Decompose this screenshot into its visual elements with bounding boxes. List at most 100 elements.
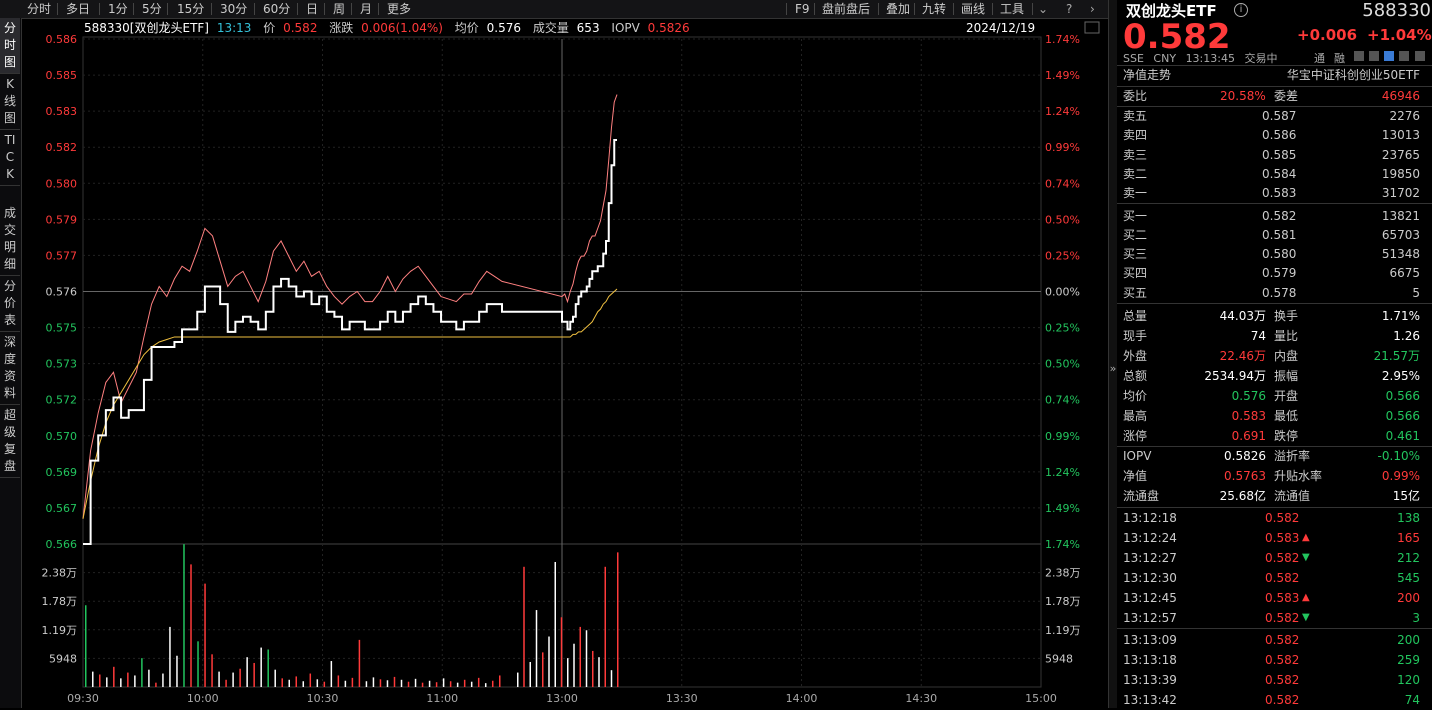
volume-bar	[211, 654, 213, 687]
ob-price: 0.578	[1262, 285, 1297, 300]
vol-tick-label-right: 5948	[1045, 652, 1073, 665]
volume-bar	[323, 681, 326, 687]
vol-tick-label: 5948	[49, 652, 77, 665]
orderbook-row[interactable]: 卖二 0.584 19850	[1117, 164, 1432, 184]
volume-bar	[120, 678, 122, 687]
info-icon[interactable]: i	[1234, 3, 1248, 17]
share-icon[interactable]	[1399, 51, 1409, 61]
toolbar-tab-8[interactable]: 周	[333, 2, 346, 16]
nav-row[interactable]: 净值走势 华宝中证科创创业50ETF	[1117, 65, 1432, 85]
nav-label-0: 分时图	[4, 21, 17, 69]
stat-label: 总量	[1123, 309, 1148, 323]
volume-bar	[517, 672, 519, 687]
volume-bar	[585, 630, 588, 687]
info-time: 13:13	[216, 21, 252, 35]
toolbar-tab-5[interactable]: 30分	[220, 2, 248, 16]
trade-row: 13:13:39 0.582 120	[1117, 670, 1432, 690]
avg-label: 均价	[454, 21, 479, 35]
trade-vol: 3	[1412, 611, 1420, 625]
chevron-right-icon[interactable]: ›	[1090, 2, 1095, 16]
bell-icon[interactable]	[1384, 51, 1394, 61]
trade-status: 交易中	[1244, 52, 1278, 65]
edit-icon[interactable]	[1354, 51, 1364, 61]
help-icon[interactable]: ?	[1066, 2, 1073, 16]
nav-1[interactable]: K线图	[0, 74, 20, 130]
orderbook-row[interactable]: 卖四 0.586 13013	[1117, 125, 1432, 145]
orderbook-row[interactable]: 买三 0.580 51348	[1117, 244, 1432, 264]
trade-time: 13:12:24	[1123, 531, 1177, 545]
toolbar-tool-1[interactable]: 盘前盘后	[822, 2, 871, 16]
volume-bar	[535, 610, 538, 687]
nav-label-2: TICK	[4, 133, 16, 181]
volume-bar	[351, 677, 354, 687]
right-tick-label: 0.25%	[1045, 322, 1080, 335]
volume-bar	[99, 674, 101, 687]
collapse-arrow-icon[interactable]: »	[1109, 362, 1117, 375]
trade-vol: 138	[1397, 511, 1420, 525]
trade-time: 13:12:18	[1123, 511, 1177, 525]
toolbar-tab-3[interactable]: 5分	[142, 2, 162, 16]
toolbar-tab-2[interactable]: 1分	[108, 2, 128, 16]
volume-bar	[499, 675, 501, 687]
volume-bar	[190, 564, 192, 687]
volume-bar	[548, 636, 550, 687]
volume-bar	[393, 676, 396, 687]
ob-label: 买三	[1123, 247, 1148, 262]
orderbook-row[interactable]: 卖一 0.583 31702	[1117, 183, 1432, 203]
nav-4[interactable]: 分价表	[0, 276, 20, 332]
stats-row: 净值 0.5763 升贴水率 0.99%	[1117, 466, 1432, 486]
toolbar-tool-3[interactable]: 九转	[922, 2, 947, 16]
ob-price: 0.581	[1262, 227, 1297, 242]
toolbar-tab-7[interactable]: 日	[306, 2, 319, 16]
ob-price: 0.585	[1262, 147, 1297, 162]
nav-5[interactable]: 深度资料	[0, 332, 20, 405]
stat-value: 0.99%	[1381, 469, 1420, 483]
toolbar-tab-9[interactable]: 月	[360, 2, 373, 16]
volume-bar	[400, 679, 403, 687]
stats-row: 均价 0.576 开盘 0.566	[1117, 386, 1432, 406]
vol-tick-label: 1.78万	[42, 595, 78, 608]
toolbar-tab-10[interactable]: 更多	[387, 2, 412, 16]
vol-tick-label-right: 2.38万	[1045, 567, 1081, 580]
orderbook-row[interactable]: 买二 0.581 65703	[1117, 225, 1432, 245]
toolbar-tab-6[interactable]: 60分	[263, 2, 291, 16]
series-line-0	[83, 139, 617, 545]
toolbar-tool-4[interactable]: 画线	[961, 2, 986, 16]
left-tick-label: 0.583	[46, 105, 78, 118]
x-tick-label: 10:00	[187, 692, 219, 705]
volume-bar	[274, 669, 276, 687]
more-tools-icon[interactable]: ⌄	[1038, 2, 1049, 16]
toolbar-tool-0[interactable]: F9	[795, 2, 810, 16]
orderbook-row[interactable]: 卖三 0.585 23765	[1117, 145, 1432, 165]
nav-2[interactable]: TICK	[0, 130, 20, 186]
pen-icon[interactable]	[1369, 51, 1379, 61]
orderbook-row[interactable]: 买四 0.579 6675	[1117, 263, 1432, 283]
watermark-icon[interactable]	[1084, 21, 1100, 34]
trade-time: 13:13:18	[1123, 653, 1177, 667]
trade-row: 13:12:24 0.583 ▲ 165	[1117, 528, 1432, 548]
right-tick-label: 1.74%	[1045, 538, 1080, 551]
toolbar-tab-4[interactable]: 15分	[177, 2, 205, 16]
panel-status-line: SSE CNY 13:13:45 交易中	[1123, 50, 1277, 66]
stat-label: 均价	[1123, 389, 1148, 403]
nav-0[interactable]: 分时图	[0, 18, 20, 74]
volume-bars	[85, 544, 619, 687]
toolbar-tab-0[interactable]: 分时	[27, 2, 52, 16]
stat-value: -0.10%	[1377, 449, 1420, 463]
volume-bar	[386, 680, 389, 687]
toolbar-tool-5[interactable]: 工具	[1000, 2, 1025, 16]
intraday-chart[interactable]: 0.586 1.74% 0.585 1.49% 0.583 1.24% 0.582 0.99%…	[21, 18, 1108, 708]
nav-6[interactable]: 超级复盘	[0, 405, 20, 478]
toolbar-tool-2[interactable]: 叠加	[886, 2, 911, 16]
orderbook-row[interactable]: 卖五 0.587 2276	[1117, 106, 1432, 126]
nav-label-1: K线图	[4, 77, 17, 125]
orderbook-row[interactable]: 买五 0.578 5	[1117, 283, 1432, 303]
nav-label-6: 超级复盘	[4, 408, 17, 473]
volume-bar	[204, 583, 206, 687]
nav-3[interactable]: 成交明细	[0, 203, 20, 276]
more-icon[interactable]	[1415, 51, 1425, 61]
ob-vol: 65703	[1381, 227, 1420, 242]
stat-label: 量比	[1274, 329, 1299, 343]
orderbook-row[interactable]: 买一 0.582 13821	[1117, 206, 1432, 226]
toolbar-tab-1[interactable]: 多日	[66, 2, 91, 16]
